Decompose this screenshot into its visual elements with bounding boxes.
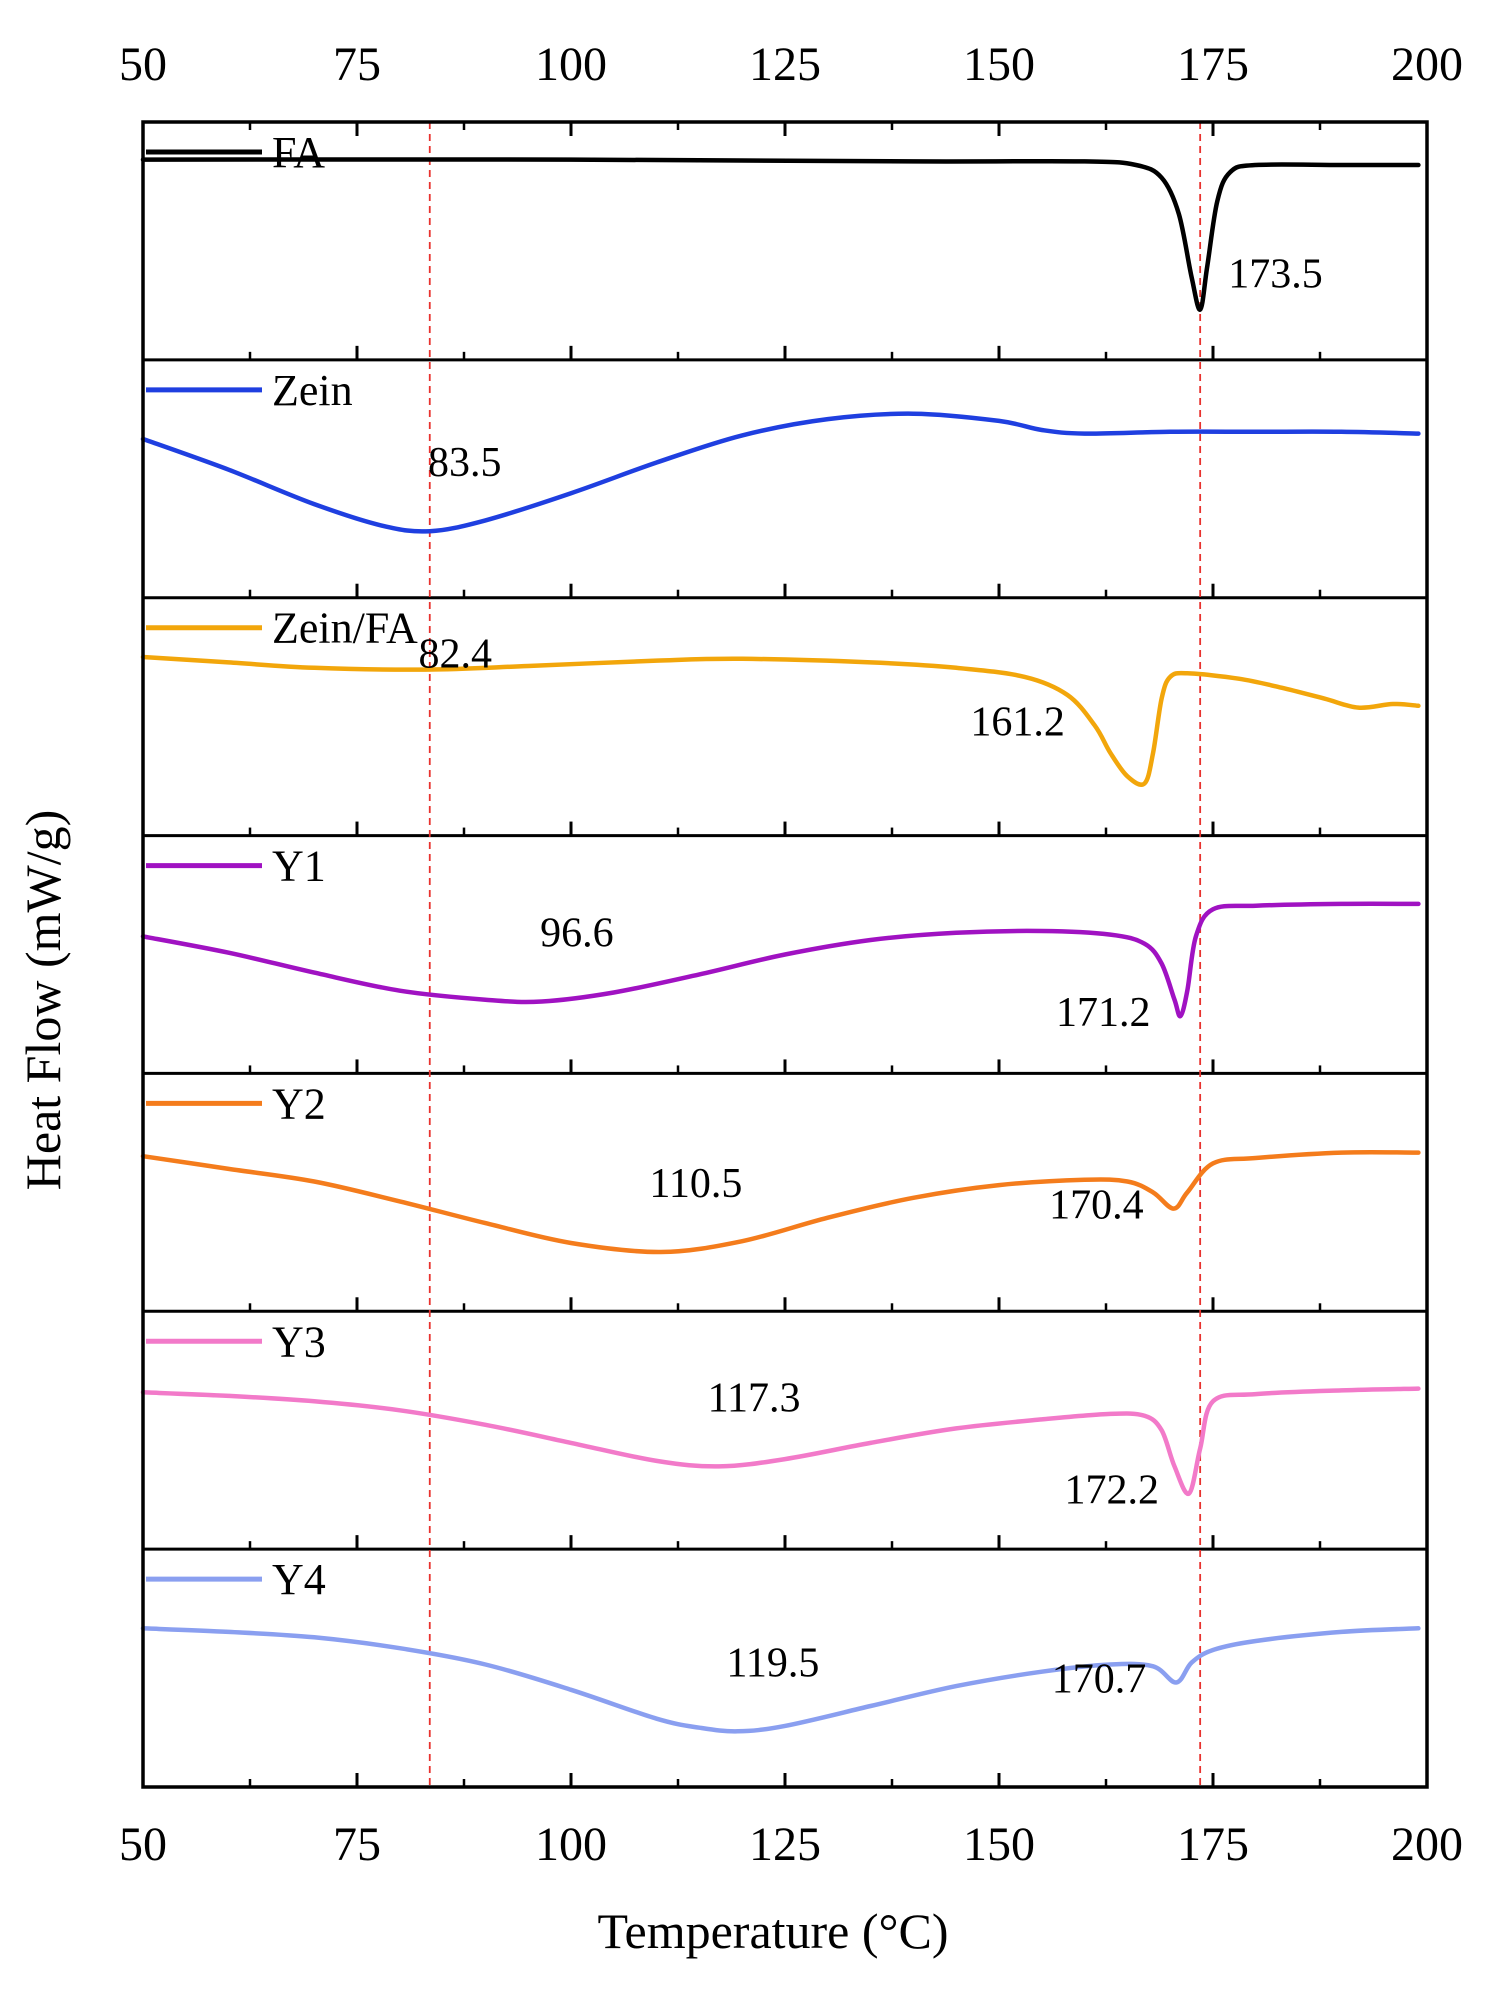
series-line-y1	[140, 901, 1421, 1019]
peak-label: 170.4	[1049, 1183, 1144, 1229]
x-axis-label: Temperature (°C)	[597, 1903, 948, 1959]
peak-label: 161.2	[970, 700, 1065, 746]
series-line-y2	[140, 1149, 1421, 1255]
bottom-tick-label: 175	[1177, 1818, 1249, 1871]
peak-label: 96.6	[540, 911, 614, 957]
bottom-tick-label: 200	[1391, 1818, 1463, 1871]
bottom-tick-label: 50	[119, 1818, 167, 1871]
peak-label: 172.2	[1065, 1468, 1160, 1514]
top-tick-label: 200	[1391, 38, 1463, 91]
peak-label: 119.5	[726, 1640, 819, 1686]
peak-label: 117.3	[708, 1375, 801, 1421]
legend-label: FA	[272, 128, 325, 177]
series-line-y4	[140, 1626, 1421, 1734]
bottom-tick-label: 75	[333, 1818, 381, 1871]
top-tick-label: 75	[333, 38, 381, 91]
y-axis-label: Heat Flow (mW/g)	[15, 810, 71, 1190]
legend-label: Y1	[272, 842, 326, 891]
tick-labels: 50 50 75 75 100 100 125 125 150 150 175 175 200 200	[119, 38, 1463, 1871]
legend-label: Y4	[272, 1555, 326, 1604]
peak-label: 82.4	[419, 632, 493, 678]
top-tick-label: 150	[963, 38, 1035, 91]
legend-label: Zein	[272, 366, 353, 415]
legend-label: Zein/FA	[272, 604, 418, 653]
series-line-zein-fa	[140, 654, 1421, 787]
peak-label: 170.7	[1052, 1657, 1147, 1703]
top-tick-label: 50	[119, 38, 167, 91]
series-line-y3	[140, 1386, 1421, 1496]
legend-label: Y2	[272, 1079, 326, 1128]
peak-label: 83.5	[428, 440, 502, 486]
axis-ticks	[141, 122, 1429, 1787]
reference-lines	[428, 122, 1202, 1787]
bottom-tick-label: 150	[963, 1818, 1035, 1871]
top-tick-label: 175	[1177, 38, 1249, 91]
legend-label: Y3	[272, 1317, 326, 1366]
peak-label: 173.5	[1228, 252, 1323, 298]
top-tick-label: 125	[749, 38, 821, 91]
peak-label: 171.2	[1056, 990, 1151, 1036]
series-line-zein	[140, 411, 1421, 534]
top-tick-label: 100	[535, 38, 607, 91]
peak-label: 110.5	[649, 1161, 742, 1207]
bottom-tick-label: 125	[749, 1818, 821, 1871]
bottom-tick-label: 100	[535, 1818, 607, 1871]
series-line-fa	[140, 157, 1421, 312]
